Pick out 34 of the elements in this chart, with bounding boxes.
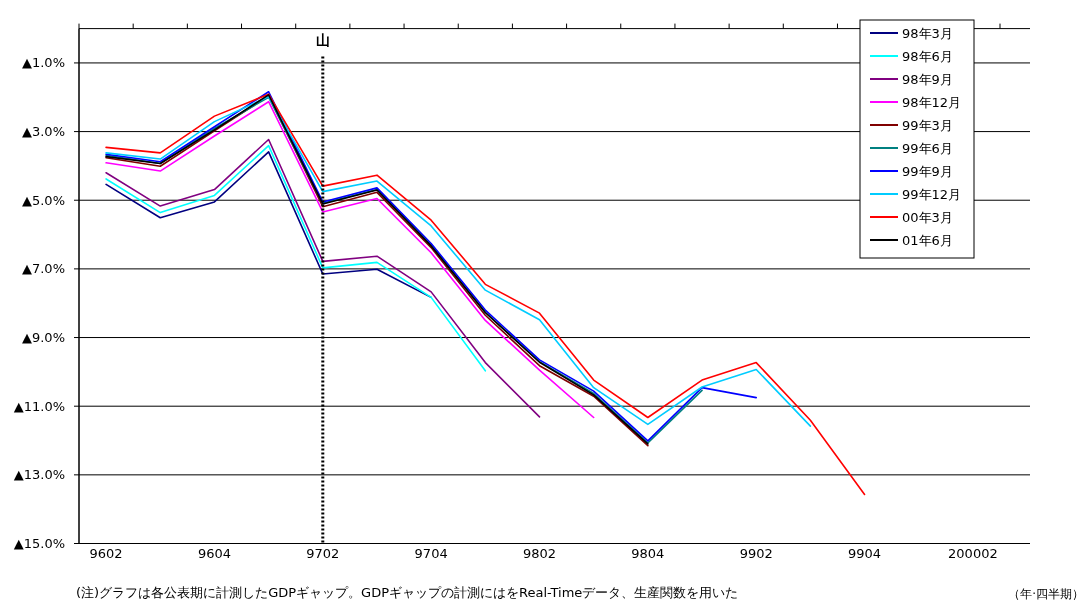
- y-tick-label: ▲1.0%: [21, 55, 65, 71]
- legend-label: 00年3月: [902, 209, 953, 225]
- x-tick-label: 9902: [739, 545, 773, 561]
- text: (注)グラフは各公表期に計測したGDPギャップ。GDPギャップの計測にはをReal-Timeデータ、生産関数を用いた: [76, 585, 739, 600]
- x-axis-title: （年·四半期）: [1008, 587, 1084, 601]
- y-tick-label: ▲7.0%: [21, 261, 65, 277]
- y-tick-label: ▲11.0%: [13, 398, 65, 414]
- y-tick-label: ▲9.0%: [21, 330, 65, 346]
- legend-label: 98年6月: [902, 48, 953, 64]
- x-tick-label: 9702: [306, 545, 340, 561]
- legend-label: 98年3月: [902, 25, 953, 41]
- y-tick-label: ▲3.0%: [21, 124, 65, 140]
- legend-label: 99年6月: [902, 140, 953, 156]
- x-tick-label: 9704: [414, 545, 448, 561]
- legend-label: 99年9月: [902, 163, 953, 179]
- legend-label: 98年9月: [902, 71, 953, 87]
- y-tick-label: ▲5.0%: [21, 192, 65, 208]
- legend-label: 99年3月: [902, 117, 953, 133]
- y-tick-label: ▲15.0%: [13, 536, 65, 552]
- x-tick-label: 9604: [197, 545, 231, 561]
- y-tick-label: ▲13.0%: [13, 467, 65, 483]
- x-tick-label: 200002: [948, 545, 998, 561]
- x-tick-label: 9602: [89, 545, 123, 561]
- x-tick-label: 9804: [631, 545, 665, 561]
- line-series: [105, 144, 487, 372]
- legend-label: 01年6月: [902, 232, 953, 248]
- line-series: [105, 100, 595, 419]
- line-series: [105, 138, 541, 418]
- legend-label: 98年12月: [902, 94, 962, 110]
- x-tick-label: 9802: [522, 545, 557, 561]
- x-tick-label: 9904: [848, 545, 882, 561]
- ref-line-label: 山: [315, 31, 330, 48]
- line-series: [105, 93, 866, 496]
- legend-label: 99年12月: [902, 186, 962, 202]
